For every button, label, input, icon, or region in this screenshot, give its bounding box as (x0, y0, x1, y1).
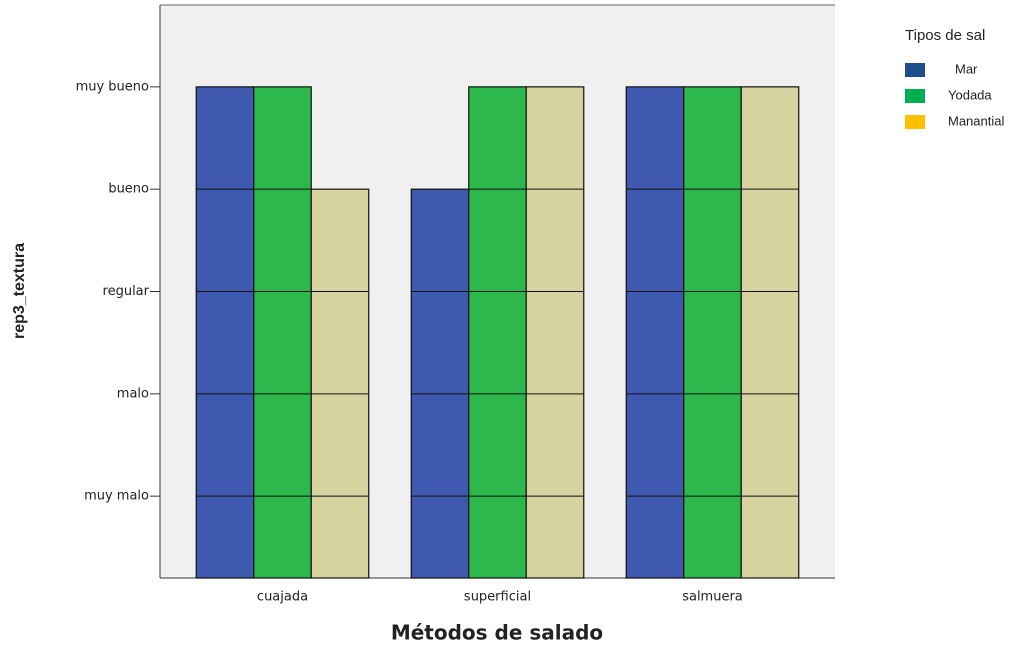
bar (468, 86, 527, 579)
bar (410, 188, 470, 579)
bar (740, 86, 800, 579)
y-axis-title: rep3_textura (11, 243, 28, 339)
bar (310, 188, 370, 579)
bar (683, 86, 742, 579)
y-tick-label: muy malo (84, 489, 149, 504)
y-tick-label: malo (117, 386, 149, 401)
legend-label: Mar (955, 61, 978, 76)
bar (525, 86, 585, 579)
legend-swatch (905, 89, 925, 103)
bar (195, 86, 255, 579)
x-tick-label: superficial (464, 590, 531, 605)
legend-label: Yodada (948, 87, 992, 102)
bar (253, 86, 312, 579)
x-tick-label: salmuera (682, 590, 743, 605)
bar (625, 86, 685, 579)
x-tick-label: cuajada (257, 590, 308, 605)
y-tick-label: bueno (108, 182, 149, 197)
x-axis-title: Métodos de salado (391, 621, 603, 645)
legend-swatch (905, 115, 925, 129)
y-tick-label: regular (103, 284, 150, 299)
legend-title: Tipos de sal (905, 27, 985, 44)
legend-label: Manantial (948, 113, 1004, 128)
legend-swatch (905, 63, 925, 77)
y-tick-label: muy bueno (76, 79, 149, 94)
